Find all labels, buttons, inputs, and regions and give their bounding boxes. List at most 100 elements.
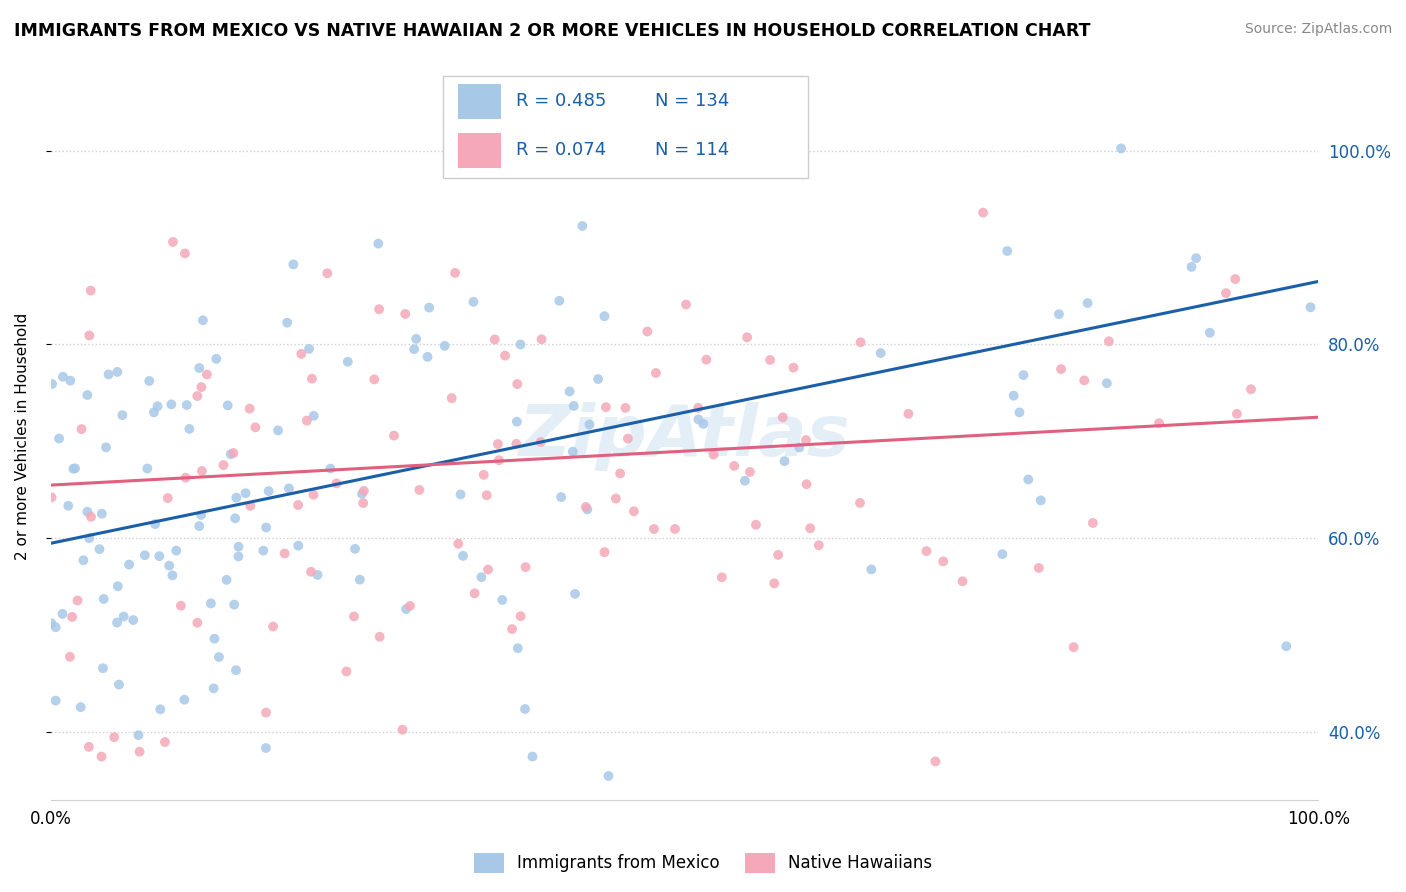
FancyBboxPatch shape xyxy=(443,76,808,178)
Point xyxy=(77,531,100,545)
Point xyxy=(494,349,516,363)
Point xyxy=(350,487,373,501)
Point xyxy=(205,351,228,366)
Point xyxy=(636,325,658,339)
Point xyxy=(69,700,91,714)
Point xyxy=(107,579,129,593)
Point xyxy=(343,609,366,624)
Point xyxy=(408,483,430,497)
Point xyxy=(63,461,86,475)
Text: R = 0.074: R = 0.074 xyxy=(516,141,606,159)
Point xyxy=(165,543,187,558)
Point xyxy=(470,570,492,584)
Point xyxy=(94,441,117,455)
Point xyxy=(1180,260,1202,274)
Point xyxy=(105,615,128,630)
Point xyxy=(530,332,553,346)
Point xyxy=(1081,516,1104,530)
Point xyxy=(202,681,225,696)
Point xyxy=(225,491,247,505)
Point xyxy=(41,491,63,505)
Point xyxy=(149,702,172,716)
Point xyxy=(219,447,242,461)
Point xyxy=(593,309,616,323)
Point xyxy=(127,728,149,742)
Point xyxy=(404,342,426,356)
Point xyxy=(734,474,756,488)
Point xyxy=(45,620,67,634)
Point xyxy=(267,424,290,438)
Point xyxy=(190,380,212,394)
Point xyxy=(1008,405,1031,419)
Text: N = 134: N = 134 xyxy=(655,93,730,111)
Point xyxy=(235,486,257,500)
Point xyxy=(799,521,821,535)
Point xyxy=(405,332,427,346)
Point xyxy=(254,520,277,534)
Point xyxy=(295,414,318,428)
Point xyxy=(262,619,284,633)
Point xyxy=(80,509,103,524)
Point xyxy=(195,368,218,382)
Point xyxy=(245,420,267,434)
Point xyxy=(1240,382,1263,396)
Point xyxy=(433,339,456,353)
Point xyxy=(1215,286,1237,301)
Point xyxy=(1199,326,1222,340)
Point xyxy=(200,596,222,610)
Point xyxy=(509,609,531,624)
Point xyxy=(153,735,176,749)
Point xyxy=(1050,362,1073,376)
Point xyxy=(239,401,262,416)
Point xyxy=(208,650,231,665)
Point xyxy=(176,398,198,412)
Point xyxy=(111,408,134,422)
Point xyxy=(257,484,280,499)
Point xyxy=(134,548,156,562)
Point xyxy=(66,593,89,607)
Point xyxy=(319,461,342,475)
Y-axis label: 2 or more Vehicles in Household: 2 or more Vehicles in Household xyxy=(15,313,30,560)
Point xyxy=(179,422,201,436)
Point xyxy=(995,244,1018,258)
Point xyxy=(59,649,82,664)
Point xyxy=(506,377,529,392)
Point xyxy=(215,573,238,587)
Point xyxy=(972,205,994,219)
Point xyxy=(79,328,101,343)
Point xyxy=(80,284,103,298)
Point xyxy=(162,568,184,582)
Point xyxy=(869,346,891,360)
Point xyxy=(794,433,817,447)
Point xyxy=(586,372,609,386)
Point xyxy=(162,235,184,249)
Point xyxy=(91,661,114,675)
Point xyxy=(191,313,214,327)
Point xyxy=(578,417,600,432)
Point xyxy=(368,302,391,317)
Point xyxy=(76,388,98,402)
Point xyxy=(174,471,197,485)
Point xyxy=(558,384,581,399)
Point xyxy=(97,368,120,382)
Point xyxy=(105,365,128,379)
Point xyxy=(287,498,309,512)
Point xyxy=(225,663,247,677)
Point xyxy=(336,355,359,369)
Point xyxy=(1147,416,1170,430)
Point xyxy=(283,257,305,271)
Point xyxy=(418,301,440,315)
Point xyxy=(174,246,197,260)
Point xyxy=(645,366,668,380)
Point xyxy=(506,415,529,429)
Point xyxy=(735,330,758,344)
Point xyxy=(505,437,527,451)
Point xyxy=(367,236,389,251)
Point xyxy=(515,560,537,574)
FancyBboxPatch shape xyxy=(457,133,502,168)
Point xyxy=(302,409,325,423)
Point xyxy=(576,502,599,516)
Point xyxy=(1185,251,1208,265)
Point xyxy=(703,448,725,462)
Point xyxy=(1109,141,1132,155)
